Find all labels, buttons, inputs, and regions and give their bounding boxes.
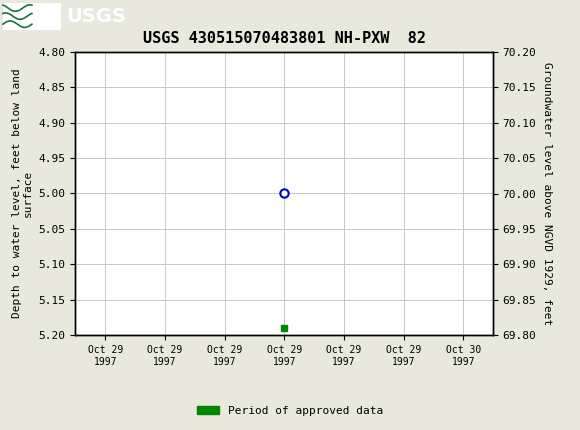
Y-axis label: Groundwater level above NGVD 1929, feet: Groundwater level above NGVD 1929, feet [542,62,552,325]
FancyBboxPatch shape [3,3,61,30]
Y-axis label: Depth to water level, feet below land
surface: Depth to water level, feet below land su… [12,69,33,318]
Title: USGS 430515070483801 NH-PXW  82: USGS 430515070483801 NH-PXW 82 [143,31,426,46]
Legend: Period of approved data: Period of approved data [193,401,387,420]
Text: USGS: USGS [67,6,126,26]
